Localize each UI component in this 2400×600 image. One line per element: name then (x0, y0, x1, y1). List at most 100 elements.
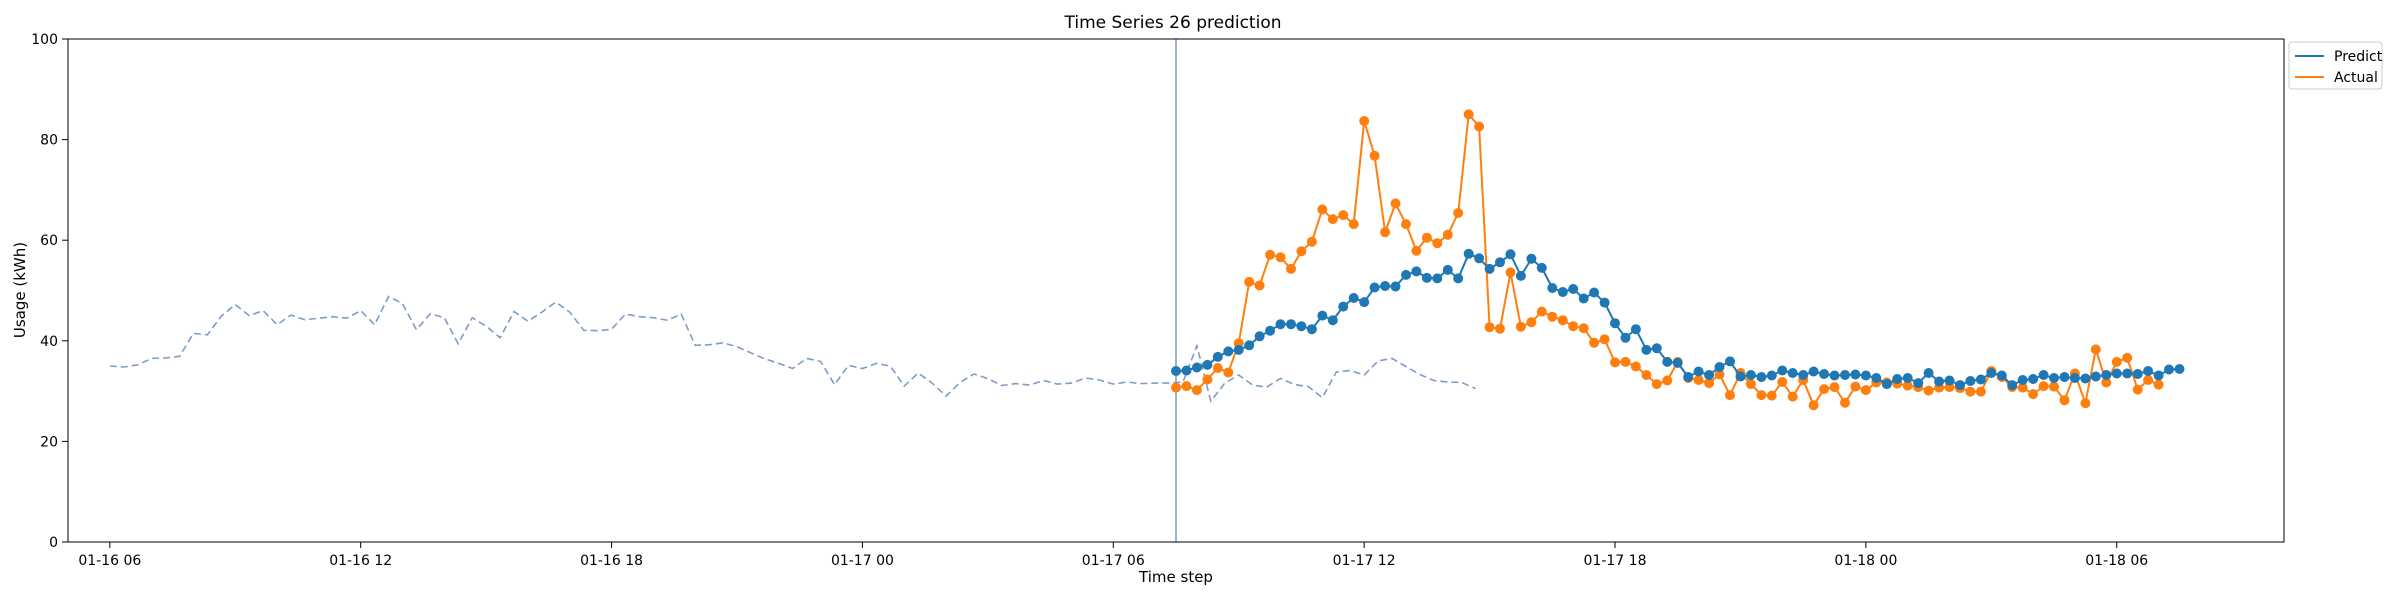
actual-point (1306, 236, 1317, 247)
actual-point (1181, 381, 1192, 392)
predict-point (1808, 366, 1819, 377)
predict-point (1986, 368, 1997, 378)
predict-point (1536, 262, 1547, 273)
predict-point (2132, 369, 2143, 379)
actual-point (1850, 381, 1861, 392)
actual-point (1265, 249, 1276, 260)
predict-point (1975, 374, 1986, 385)
predict-point (1704, 370, 1715, 380)
predict-point (2174, 364, 2185, 374)
actual-point (1547, 311, 1558, 322)
actual-point (2080, 398, 2091, 409)
actual-point (1975, 386, 1986, 397)
predict-point (2007, 380, 2018, 391)
actual-point (1756, 390, 1767, 401)
actual-point (1651, 379, 1662, 390)
actual-point (1244, 276, 1255, 287)
predict-point (1463, 248, 1474, 259)
predict-point (2080, 373, 2091, 384)
actual-point (2017, 382, 2028, 393)
actual-point (1369, 150, 1380, 161)
actual-point (1515, 321, 1526, 332)
actual-point (1495, 323, 1505, 334)
actual-point (1808, 400, 1819, 411)
predict-point (1610, 318, 1620, 329)
actual-point (2111, 356, 2122, 367)
predict-point (2028, 374, 2039, 384)
actual-point (1829, 382, 1840, 393)
actual-point (1568, 321, 1579, 332)
actual-point (1286, 263, 1296, 274)
actual-point (1745, 379, 1756, 390)
predict-point (1233, 344, 1244, 355)
actual-point (1589, 337, 1600, 348)
predict-point (2017, 375, 2028, 385)
predict-point (1359, 297, 1370, 308)
predict-point (1495, 257, 1505, 268)
predict-point (1515, 270, 1526, 281)
predict-point (1557, 287, 1568, 297)
actual-point (2028, 389, 2039, 400)
predict-point (2090, 371, 2101, 382)
y-tick-label: 80 (40, 133, 58, 149)
predict-point (1265, 325, 1276, 336)
actual-point (1202, 374, 1213, 385)
predict-point (2122, 368, 2133, 379)
predict-point (1244, 340, 1255, 351)
predict-point (1401, 269, 1411, 280)
predict-point (1442, 264, 1453, 275)
actual-point (1254, 280, 1265, 291)
predict-point (1693, 366, 1704, 377)
predict-point (1913, 378, 1924, 389)
x-tick-label: 01-17 12 (1333, 553, 1396, 569)
predict-point (1829, 370, 1840, 381)
actual-point (1526, 317, 1537, 328)
predict-point (2038, 370, 2049, 380)
x-tick-label: 01-18 06 (2085, 553, 2148, 569)
predict-point (1787, 368, 1798, 378)
legend-label-predict: Predict (2334, 49, 2383, 65)
actual-point (1411, 245, 1422, 256)
predict-point (2049, 373, 2059, 383)
actual-point (1296, 246, 1307, 257)
chart-title: Time Series 26 prediction (1063, 13, 1281, 33)
predict-point (1306, 324, 1317, 335)
predict-point (1369, 282, 1380, 293)
predict-point (1327, 315, 1338, 326)
predict-point (1902, 373, 1913, 383)
actual-point (1787, 391, 1798, 402)
actual-point (1191, 385, 1202, 396)
predict-point (1526, 253, 1537, 264)
predict-point (1547, 283, 1558, 293)
predict-point (1840, 370, 1850, 380)
actual-point (1610, 357, 1620, 368)
predict-point (1453, 273, 1464, 284)
actual-point (1819, 384, 1830, 395)
predict-point (1484, 263, 1495, 274)
predict-point (1641, 344, 1652, 355)
predict-point (1871, 373, 1882, 383)
predict-point (1996, 370, 2007, 381)
x-axis: 01-16 06 01-16 12 01-16 18 01-17 00 01-17 06… (78, 542, 2148, 569)
predict-point (1934, 376, 1945, 387)
actual-point (1714, 369, 1725, 380)
predict-point (1348, 293, 1359, 303)
actual-point (1348, 219, 1359, 230)
x-tick-label: 01-17 18 (1584, 553, 1647, 569)
actual-point (2101, 377, 2112, 388)
predict-point (1923, 368, 1934, 378)
x-tick-label: 01-17 00 (831, 553, 894, 569)
predict-point (1223, 346, 1234, 357)
actual-point (1599, 334, 1610, 345)
predict-point (1286, 319, 1296, 330)
predict-point (1881, 379, 1892, 390)
actual-point (1432, 238, 1443, 249)
actual-point (1317, 204, 1328, 215)
actual-point (1442, 229, 1453, 240)
predict-point (1683, 372, 1694, 382)
predict-point (1599, 297, 1610, 308)
actual-point (1359, 116, 1370, 126)
actual-point (1578, 323, 1589, 334)
actual-point (1453, 208, 1464, 218)
